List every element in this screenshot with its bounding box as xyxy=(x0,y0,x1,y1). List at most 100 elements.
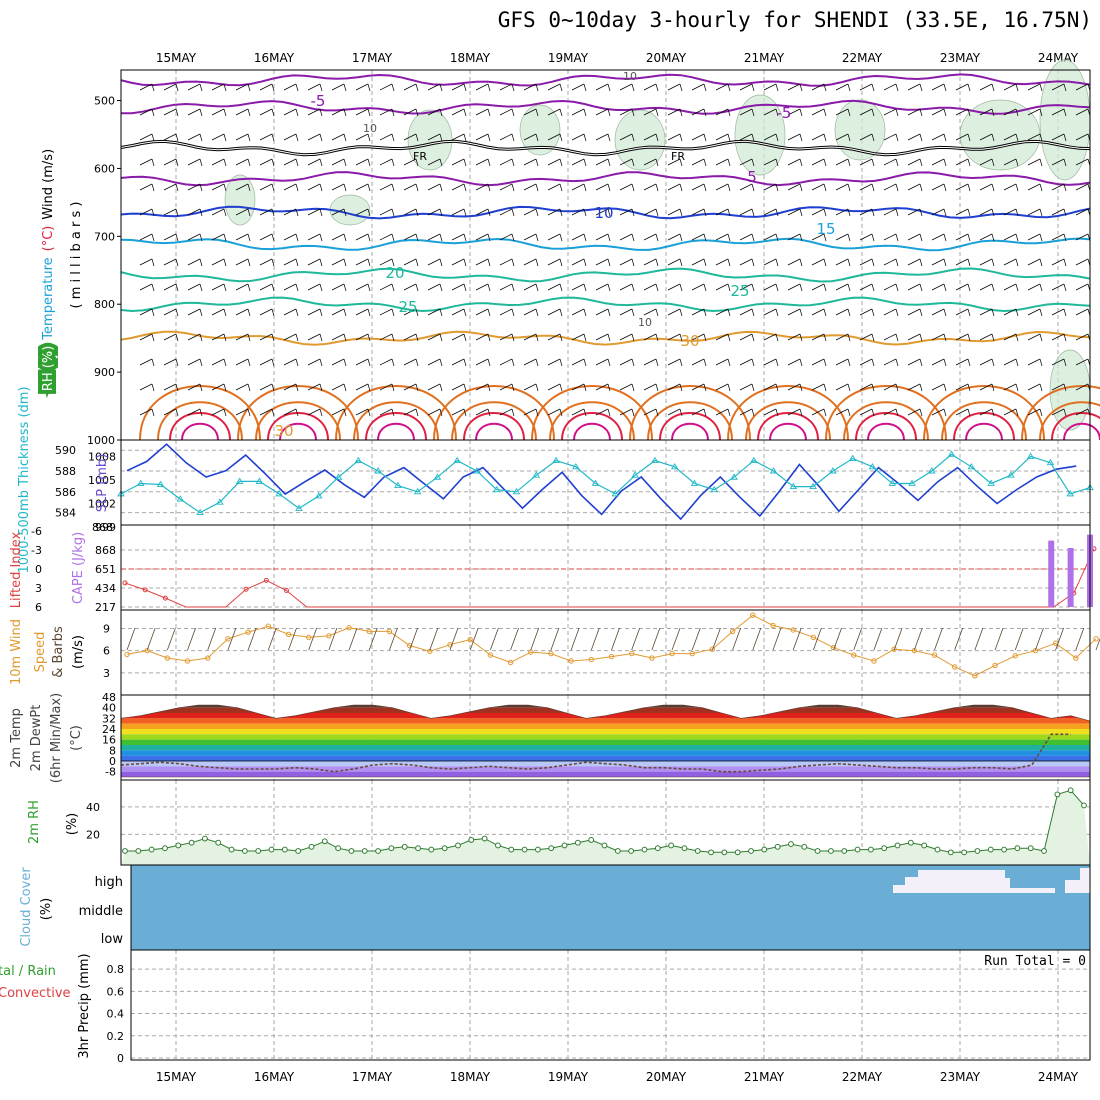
barb-flag xyxy=(775,333,779,342)
barb-shaft xyxy=(379,383,393,391)
contour-label-7: 20 xyxy=(385,264,404,282)
barb-flag xyxy=(607,83,611,92)
barb-flag xyxy=(751,158,755,167)
upper-wind-barb-27-5 xyxy=(787,208,803,217)
barb-shaft xyxy=(1027,83,1041,91)
barb-flag xyxy=(367,133,371,142)
barb-flag xyxy=(367,333,371,342)
barb-flag xyxy=(607,133,611,142)
barb-flag xyxy=(415,233,419,242)
barb-flag xyxy=(631,233,635,242)
upper-wind-barb-25-4 xyxy=(739,183,755,192)
barb-flag xyxy=(343,358,347,367)
upper-wind-barb-13-9 xyxy=(451,308,467,317)
wind-point-17 xyxy=(467,636,473,643)
barb-flag xyxy=(919,408,923,417)
barb-flag xyxy=(535,408,539,417)
barb-flag xyxy=(823,133,827,142)
barb-flag xyxy=(799,258,803,267)
upper-ytick-1: 600 xyxy=(94,162,115,175)
upper-wind-barb-12-2 xyxy=(427,133,443,142)
barb-flag xyxy=(415,358,419,367)
upper-wind-barb-3-9 xyxy=(211,308,227,317)
thickness-point-21 xyxy=(532,471,541,478)
barb-shaft xyxy=(331,408,345,416)
upper-wind-barb-36-9 xyxy=(1003,308,1019,317)
barb-flag xyxy=(463,183,467,192)
barb-shaft xyxy=(1075,258,1089,266)
date-label-top-3: 18MAY xyxy=(450,51,491,65)
barb-flag xyxy=(727,333,731,342)
rh-point-21 xyxy=(401,843,408,850)
upper-wind-barb-12-7 xyxy=(427,258,443,267)
wind-point-23 xyxy=(588,656,595,663)
barb-flag xyxy=(1063,108,1067,117)
upper-wind-barb-23-13 xyxy=(691,408,707,417)
rh-point-4 xyxy=(175,842,182,849)
barb-flag xyxy=(967,233,971,242)
upper-wind-barb-32-1 xyxy=(907,108,923,117)
upper-wind-barb-4-3 xyxy=(235,158,251,167)
upper-wind-barb-19-8 xyxy=(595,283,611,292)
contour-label-6: 15 xyxy=(816,220,835,238)
barb-shaft xyxy=(691,383,705,391)
upper-wind-barb-5-3 xyxy=(259,158,275,167)
barb-flag xyxy=(223,183,227,192)
barb-flag xyxy=(847,258,851,267)
barb-flag xyxy=(847,233,851,242)
upper-wind-barb-17-3 xyxy=(547,158,563,167)
upper-wind-barb-18-13 xyxy=(571,408,587,417)
barb-shaft xyxy=(307,283,321,291)
date-label-bottom-9: 24MAY xyxy=(1038,1070,1079,1084)
barb-flag xyxy=(967,408,971,417)
barb-flag xyxy=(199,308,203,317)
upper-wind-barb-3-2 xyxy=(211,133,227,142)
upper-wind-barb-24-0 xyxy=(715,83,731,92)
rh-point-45 xyxy=(721,849,728,856)
warm-loop-0-1 xyxy=(157,401,243,441)
barb-shaft xyxy=(619,308,633,316)
rh-point-24 xyxy=(441,845,448,852)
barb-flag xyxy=(439,233,443,242)
upper-wind-barb-29-3 xyxy=(835,158,851,167)
upper-wind-barb-34-7 xyxy=(955,258,971,267)
barb-shaft xyxy=(907,258,921,266)
barb-flag xyxy=(367,83,371,92)
upper-wind-barb-31-12 xyxy=(883,383,899,392)
upper-ylabel: RH (%)Temperature(°C)Wind (m/s) xyxy=(41,149,56,391)
barb-shaft xyxy=(859,183,873,191)
barb-flag xyxy=(391,108,395,117)
barb-flag xyxy=(559,333,563,342)
rh-point-32 xyxy=(548,845,555,852)
barb-shaft xyxy=(427,233,441,241)
barb-flag xyxy=(775,208,779,217)
upper-wind-barb-2-1 xyxy=(187,108,203,117)
barb-shaft xyxy=(403,233,417,241)
barb-flag xyxy=(175,233,179,242)
barb-flag xyxy=(391,383,395,392)
barb-flag xyxy=(991,133,995,142)
barb-shaft xyxy=(619,208,633,216)
upper-wind-barb-21-10 xyxy=(643,333,659,342)
barb-shaft xyxy=(451,383,465,391)
barb-flag xyxy=(415,83,419,92)
precip-ylabel: 3hr Precip (mm) xyxy=(77,953,92,1058)
barb-flag xyxy=(175,283,179,292)
barb-shaft xyxy=(379,308,393,316)
barb-shaft xyxy=(835,158,849,166)
upper-wind-barb-18-0 xyxy=(571,83,587,92)
barb-flag xyxy=(991,233,995,242)
upper-wind-barb-29-2 xyxy=(835,133,851,142)
upper-wind-barb-13-6 xyxy=(451,233,467,242)
upper-wind-barb-6-1 xyxy=(283,108,299,117)
wind-point-10 xyxy=(326,633,332,639)
upper-wind-barb-2-0 xyxy=(187,83,203,92)
thickness-point-19 xyxy=(492,485,501,493)
barb-flag xyxy=(823,208,827,217)
barb-flag xyxy=(943,408,947,417)
barb-flag xyxy=(487,183,491,192)
barb-shaft xyxy=(403,308,417,316)
rh-point-50 xyxy=(788,841,794,847)
upper-wind-barb-20-10 xyxy=(619,333,635,342)
barb-flag xyxy=(919,133,923,142)
